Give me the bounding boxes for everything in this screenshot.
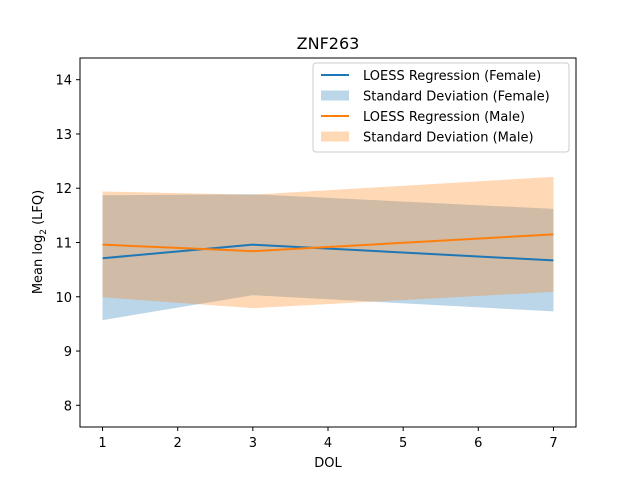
y-tick-label: 13 (55, 128, 72, 143)
legend: LOESS Regression (Female) Standard Deviat… (312, 62, 570, 153)
x-tick-label: 2 (174, 436, 182, 451)
y-tick-label: 11 (55, 237, 72, 252)
legend-label-standard-deviation-male: Standard Deviation (Male) (363, 131, 534, 146)
plot-area (102, 176, 554, 321)
line-loess-regression-female (102, 243, 554, 262)
band-standard-deviation-male (102, 176, 554, 309)
x-tick-label: 1 (98, 436, 106, 451)
y-axis-label-tail: (LFQ) (31, 190, 46, 229)
x-tick-label: 4 (324, 436, 332, 451)
y-axis-label: Mean log2 (LFQ) (31, 190, 49, 294)
y-tick-label: 12 (55, 182, 72, 197)
x-tick-label: 3 (249, 436, 257, 451)
x-tick-label: 6 (474, 436, 482, 451)
legend-label-standard-deviation-female: Standard Deviation (Female) (363, 90, 550, 105)
y-axis-label-main: Mean log (31, 235, 46, 294)
x-axis-label: DOL (314, 456, 342, 471)
legend-box (312, 62, 570, 153)
y-tick-label: 14 (55, 74, 72, 89)
legend-label-loess-regression-female: LOESS Regression (Female) (363, 69, 541, 84)
chart-title: ZNF263 (297, 34, 360, 53)
legend-swatch-standard-deviation-female (321, 90, 349, 101)
plot-frame (79, 57, 577, 428)
y-axis-label-subscript: 2 (39, 229, 49, 235)
line-loess-regression-male (102, 233, 554, 253)
band-standard-deviation-female (102, 194, 554, 321)
x-tick-label: 7 (549, 436, 557, 451)
legend-swatch-standard-deviation-male (321, 131, 349, 142)
x-tick-label: 5 (399, 436, 407, 451)
y-axis: 8 9 10 11 12 13 14 (55, 74, 80, 414)
y-tick-label: 10 (55, 291, 72, 306)
x-axis: 1 2 3 4 5 6 7 (98, 427, 558, 451)
y-tick-label: 8 (64, 399, 72, 414)
legend-label-loess-regression-male: LOESS Regression (Male) (363, 110, 525, 125)
y-tick-label: 9 (64, 345, 72, 360)
